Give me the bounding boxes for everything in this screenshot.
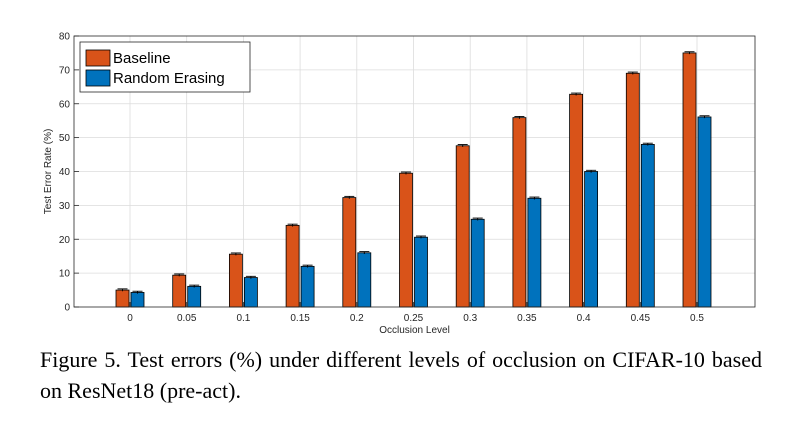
bar-random-erasing-0: [130, 292, 145, 308]
x-axis-ticks: 0 0.05 0.1 0.15 0.2 0.25 0.3 0.35 0.4 0.45 0.5: [127, 302, 704, 324]
y-tick-label: 60: [59, 99, 71, 110]
x-tick-label: 0.5: [690, 313, 704, 324]
bar-baseline-0.25: [399, 172, 413, 308]
y-tick-label: 30: [59, 201, 71, 212]
legend-swatch-random-erasing: [85, 69, 111, 87]
y-axis-label: Test Error Rate (%): [43, 129, 54, 215]
legend: Baseline Random Erasing: [79, 41, 251, 93]
bar-baseline-0.05: [172, 274, 187, 308]
bar-baseline-0.2: [342, 197, 357, 308]
bar-baseline-0.35: [512, 117, 527, 308]
y-tick-label: 40: [59, 167, 71, 178]
y-tick-label: 0: [64, 303, 70, 314]
y-axis-ticks: 0 10 20 30 40 50 60 70 80: [59, 32, 79, 314]
legend-label-baseline: Baseline: [113, 50, 171, 67]
bar-random-erasing-0.45: [640, 143, 655, 308]
bars: [115, 51, 712, 308]
x-tick-label: 0.3: [463, 313, 477, 324]
bar-baseline-0.1: [228, 253, 243, 308]
y-tick-label: 20: [59, 235, 71, 246]
bar-random-erasing-0.1: [243, 277, 258, 308]
bar-random-erasing-0.05: [187, 285, 202, 308]
bar-random-erasing-0.3: [470, 218, 485, 308]
y-tick-label: 80: [59, 32, 71, 43]
x-tick-label: 0.45: [631, 313, 651, 324]
bar-random-erasing-0.4: [584, 171, 598, 308]
x-tick-label: 0.15: [290, 313, 310, 324]
bar-random-erasing-0.25: [414, 236, 428, 308]
x-tick-label: 0.05: [177, 313, 197, 324]
x-tick-label: 0.1: [236, 313, 250, 324]
y-tick-label: 50: [59, 133, 71, 144]
bar-baseline-0: [115, 289, 130, 308]
x-axis-label: Occlusion Level: [379, 325, 450, 336]
bar-baseline-0.5: [682, 52, 697, 308]
bar-random-erasing-0.15: [300, 265, 315, 308]
bar-chart: 0 10 20 30 40 50 60 70 80 0 0.05 0.1 0.15 0.2 0.25 0.3…: [43, 32, 756, 336]
bar-baseline-0.15: [285, 224, 300, 308]
bar-baseline-0.45: [625, 72, 640, 308]
y-tick-label: 70: [59, 65, 71, 76]
figure-caption: Figure 5. Test errors (%) under differen…: [40, 347, 762, 403]
legend-label-random-erasing: Random Erasing: [113, 70, 225, 87]
bar-random-erasing-0.5: [697, 116, 712, 308]
bar-random-erasing-0.2: [357, 252, 372, 308]
x-tick-label: 0.2: [350, 313, 364, 324]
legend-swatch-baseline: [85, 49, 111, 67]
bar-baseline-0.3: [455, 145, 470, 308]
bar-random-erasing-0.35: [527, 197, 542, 308]
y-tick-label: 10: [59, 269, 71, 280]
x-tick-label: 0.35: [517, 313, 537, 324]
x-tick-label: 0: [127, 313, 133, 324]
x-tick-label: 0.4: [577, 313, 591, 324]
x-tick-label: 0.25: [404, 313, 424, 324]
bar-baseline-0.4: [569, 93, 583, 308]
